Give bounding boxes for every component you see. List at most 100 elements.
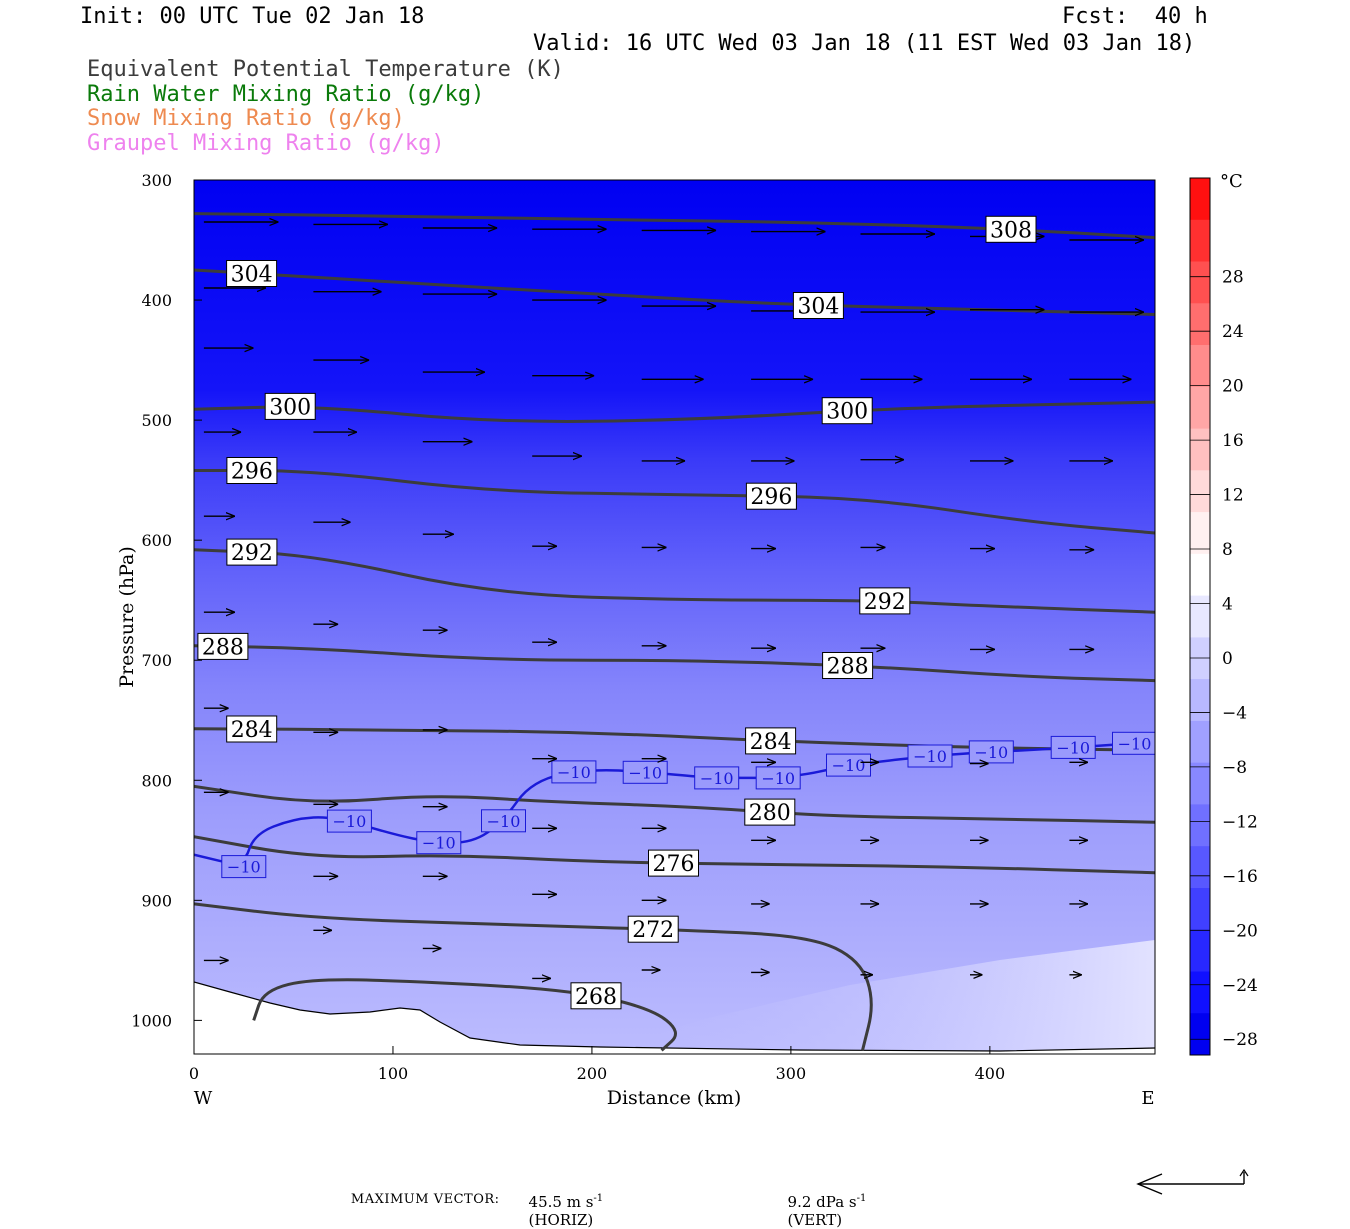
colorbar-tick-label: 24 [1222, 322, 1244, 342]
y-tick-label: 800 [141, 771, 172, 790]
contour-label: 300 [826, 400, 868, 425]
contour-label-box [822, 652, 874, 679]
isotherm-label: −10 [557, 763, 591, 782]
contour-label: 284 [231, 718, 273, 743]
valid-time: Valid: 16 UTC Wed 03 Jan 18 (11 EST Wed … [533, 31, 1196, 56]
max-vector-label: MAXIMUM VECTOR: [342, 1175, 500, 1207]
colorbar-swatch [1190, 303, 1210, 346]
isotherm-label: −10 [333, 812, 367, 831]
contour-label-box [792, 292, 844, 319]
colorbar-tick-label: −28 [1222, 1030, 1258, 1050]
isotherm-label: −10 [832, 756, 866, 775]
x-tick-label: 400 [975, 1064, 1006, 1083]
isotherm-label-box [416, 831, 462, 855]
contour-label-box [197, 632, 249, 660]
cross-section-chart: −10−10−10−10−10 −10 −10 −10−10 −10 −10 −10 −10 … [116, 171, 1258, 1109]
colorbar-tick-label: 28 [1222, 268, 1244, 288]
vert-unit: (VERT) [787, 1211, 843, 1229]
contour-label: 296 [231, 460, 273, 485]
colorbar-tick-label: −20 [1222, 921, 1258, 941]
forecast-hour: Fcst: 40 h [1062, 4, 1208, 29]
vert-value: 9.2 dPa s [787, 1193, 857, 1211]
max-vector-horiz: 45.5 m s-1 (HORIZ) [519, 1175, 604, 1229]
horiz-exp: -1 [593, 1193, 604, 1204]
max-vector-vert: 9.2 dPa s-1 (VERT) [778, 1175, 867, 1229]
contour-label-box [745, 482, 797, 510]
isotherm-label-box [1112, 731, 1155, 755]
x-tick-label: 300 [776, 1064, 807, 1083]
colorbar-tick-label: 4 [1222, 595, 1233, 615]
isotherm-label-box [221, 855, 267, 879]
contour-label-box [226, 260, 278, 287]
isotherm-contour [194, 740, 1155, 864]
theta-e-contour-300 [194, 400, 1155, 423]
isotherm-label-box [326, 809, 372, 833]
contour-label: 304 [797, 295, 839, 320]
contour-label: 296 [750, 485, 792, 510]
y-tick-label: 400 [141, 291, 172, 310]
colorbar-swatch [1190, 888, 1210, 931]
contour-label-box [226, 715, 278, 743]
contour-label-box [821, 397, 873, 425]
colorbar-frame [1189, 177, 1211, 1056]
colorbar-tick-label: 0 [1222, 649, 1233, 669]
contour-label: 268 [575, 985, 617, 1010]
colorbar-swatch [1190, 762, 1210, 805]
max-vector-arrow-icon [1136, 1168, 1249, 1195]
init-time: Init: 00 UTC Tue 02 Jan 18 [80, 4, 425, 29]
contour-label-box [226, 538, 278, 566]
contour-label: 280 [749, 801, 791, 826]
theta-e-contour-268 [252, 978, 677, 1052]
colorbar-unit: °C [1220, 171, 1243, 192]
colorbar-swatch [1190, 178, 1210, 221]
isotherm-label-box [481, 809, 526, 833]
contour-label-box [570, 982, 622, 1010]
x-tick-label: 200 [577, 1064, 608, 1083]
colorbar-swatch [1190, 929, 1210, 972]
colorbar-tick-label: −24 [1222, 976, 1258, 996]
y-tick-label: 500 [141, 411, 172, 430]
contour-label-box [627, 915, 679, 943]
x-axis-title: Distance (km) [607, 1087, 742, 1109]
contour-label: 304 [231, 263, 273, 288]
contour-label-box [985, 215, 1037, 243]
colorbar-swatch [1190, 386, 1210, 430]
contour-label: 284 [750, 730, 792, 755]
isotherm-label: −10 [1056, 738, 1090, 757]
contour-label: 292 [864, 590, 906, 615]
x-tick-label: 100 [378, 1064, 409, 1083]
colorbar-swatch [1190, 804, 1210, 847]
colorbar-swatch [1190, 595, 1210, 638]
colorbar-swatch [1190, 470, 1210, 513]
temperature-field [194, 180, 1155, 1054]
contour-label: 308 [990, 218, 1032, 243]
contour-label: 288 [827, 655, 869, 680]
terrain-edge [194, 981, 1155, 1052]
contour-label-box [226, 457, 278, 484]
colorbar-swatch [1190, 428, 1210, 471]
isotherm-label: −10 [487, 812, 521, 831]
isotherm-label-box [622, 760, 668, 784]
legend-theta-e: Equivalent Potential Temperature (K) [87, 57, 564, 82]
vert-exp: -1 [856, 1193, 867, 1204]
contour-label: 276 [653, 852, 695, 877]
isotherm-label: −10 [761, 769, 795, 788]
isotherm-label-box [1050, 735, 1096, 759]
colorbar-swatch [1190, 846, 1210, 889]
isotherm-label: −10 [1118, 734, 1152, 753]
colorbar-swatch [1190, 1013, 1210, 1056]
theta-e-contour-288 [194, 644, 1155, 683]
colorbar-swatch [1190, 219, 1210, 263]
colorbar-swatch [1190, 971, 1210, 1014]
warm-surface-layer [600, 940, 1155, 1054]
theta-e-contour-308 [194, 212, 1155, 240]
x-axis-west-label: W [194, 1088, 213, 1109]
isotherm-label-box [551, 760, 597, 784]
isotherm-label: −10 [913, 747, 947, 766]
colorbar-tick-label: −8 [1222, 758, 1247, 778]
colorbar-tick-label: −4 [1222, 703, 1247, 723]
y-axis-title: Pressure (hPa) [116, 546, 138, 688]
contour-label-box [744, 798, 796, 826]
colorbar-tick-label: −12 [1222, 812, 1258, 832]
colorbar-swatch [1190, 720, 1210, 764]
